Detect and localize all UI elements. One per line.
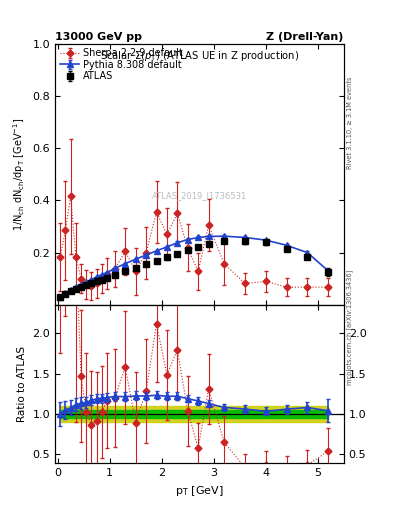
Legend: Sherpa 2.2.9 default, Pythia 8.308 default, ATLAS: Sherpa 2.2.9 default, Pythia 8.308 defau… xyxy=(58,47,185,83)
X-axis label: p$_{\rm T}$ [GeV]: p$_{\rm T}$ [GeV] xyxy=(175,484,224,498)
Text: ATLAS_2019_I1736531: ATLAS_2019_I1736531 xyxy=(152,190,247,200)
Y-axis label: 1/N$_{\rm ch}$ dN$_{\rm ch}$/dp$_{\rm T}$ [GeV$^{-1}$]: 1/N$_{\rm ch}$ dN$_{\rm ch}$/dp$_{\rm T}… xyxy=(11,118,27,231)
Text: Rivet 3.1.10, ≥ 3.1M events: Rivet 3.1.10, ≥ 3.1M events xyxy=(347,77,353,169)
Text: Scalar $\Sigma(p_{\rm T})$ (ATLAS UE in Z production): Scalar $\Sigma(p_{\rm T})$ (ATLAS UE in … xyxy=(100,49,299,63)
Text: 13000 GeV pp: 13000 GeV pp xyxy=(55,32,142,42)
Text: mcplots.cern.ch [arXiv:1306.3436]: mcplots.cern.ch [arXiv:1306.3436] xyxy=(347,270,353,386)
Y-axis label: Ratio to ATLAS: Ratio to ATLAS xyxy=(17,346,27,422)
Text: Z (Drell-Yan): Z (Drell-Yan) xyxy=(266,32,344,42)
